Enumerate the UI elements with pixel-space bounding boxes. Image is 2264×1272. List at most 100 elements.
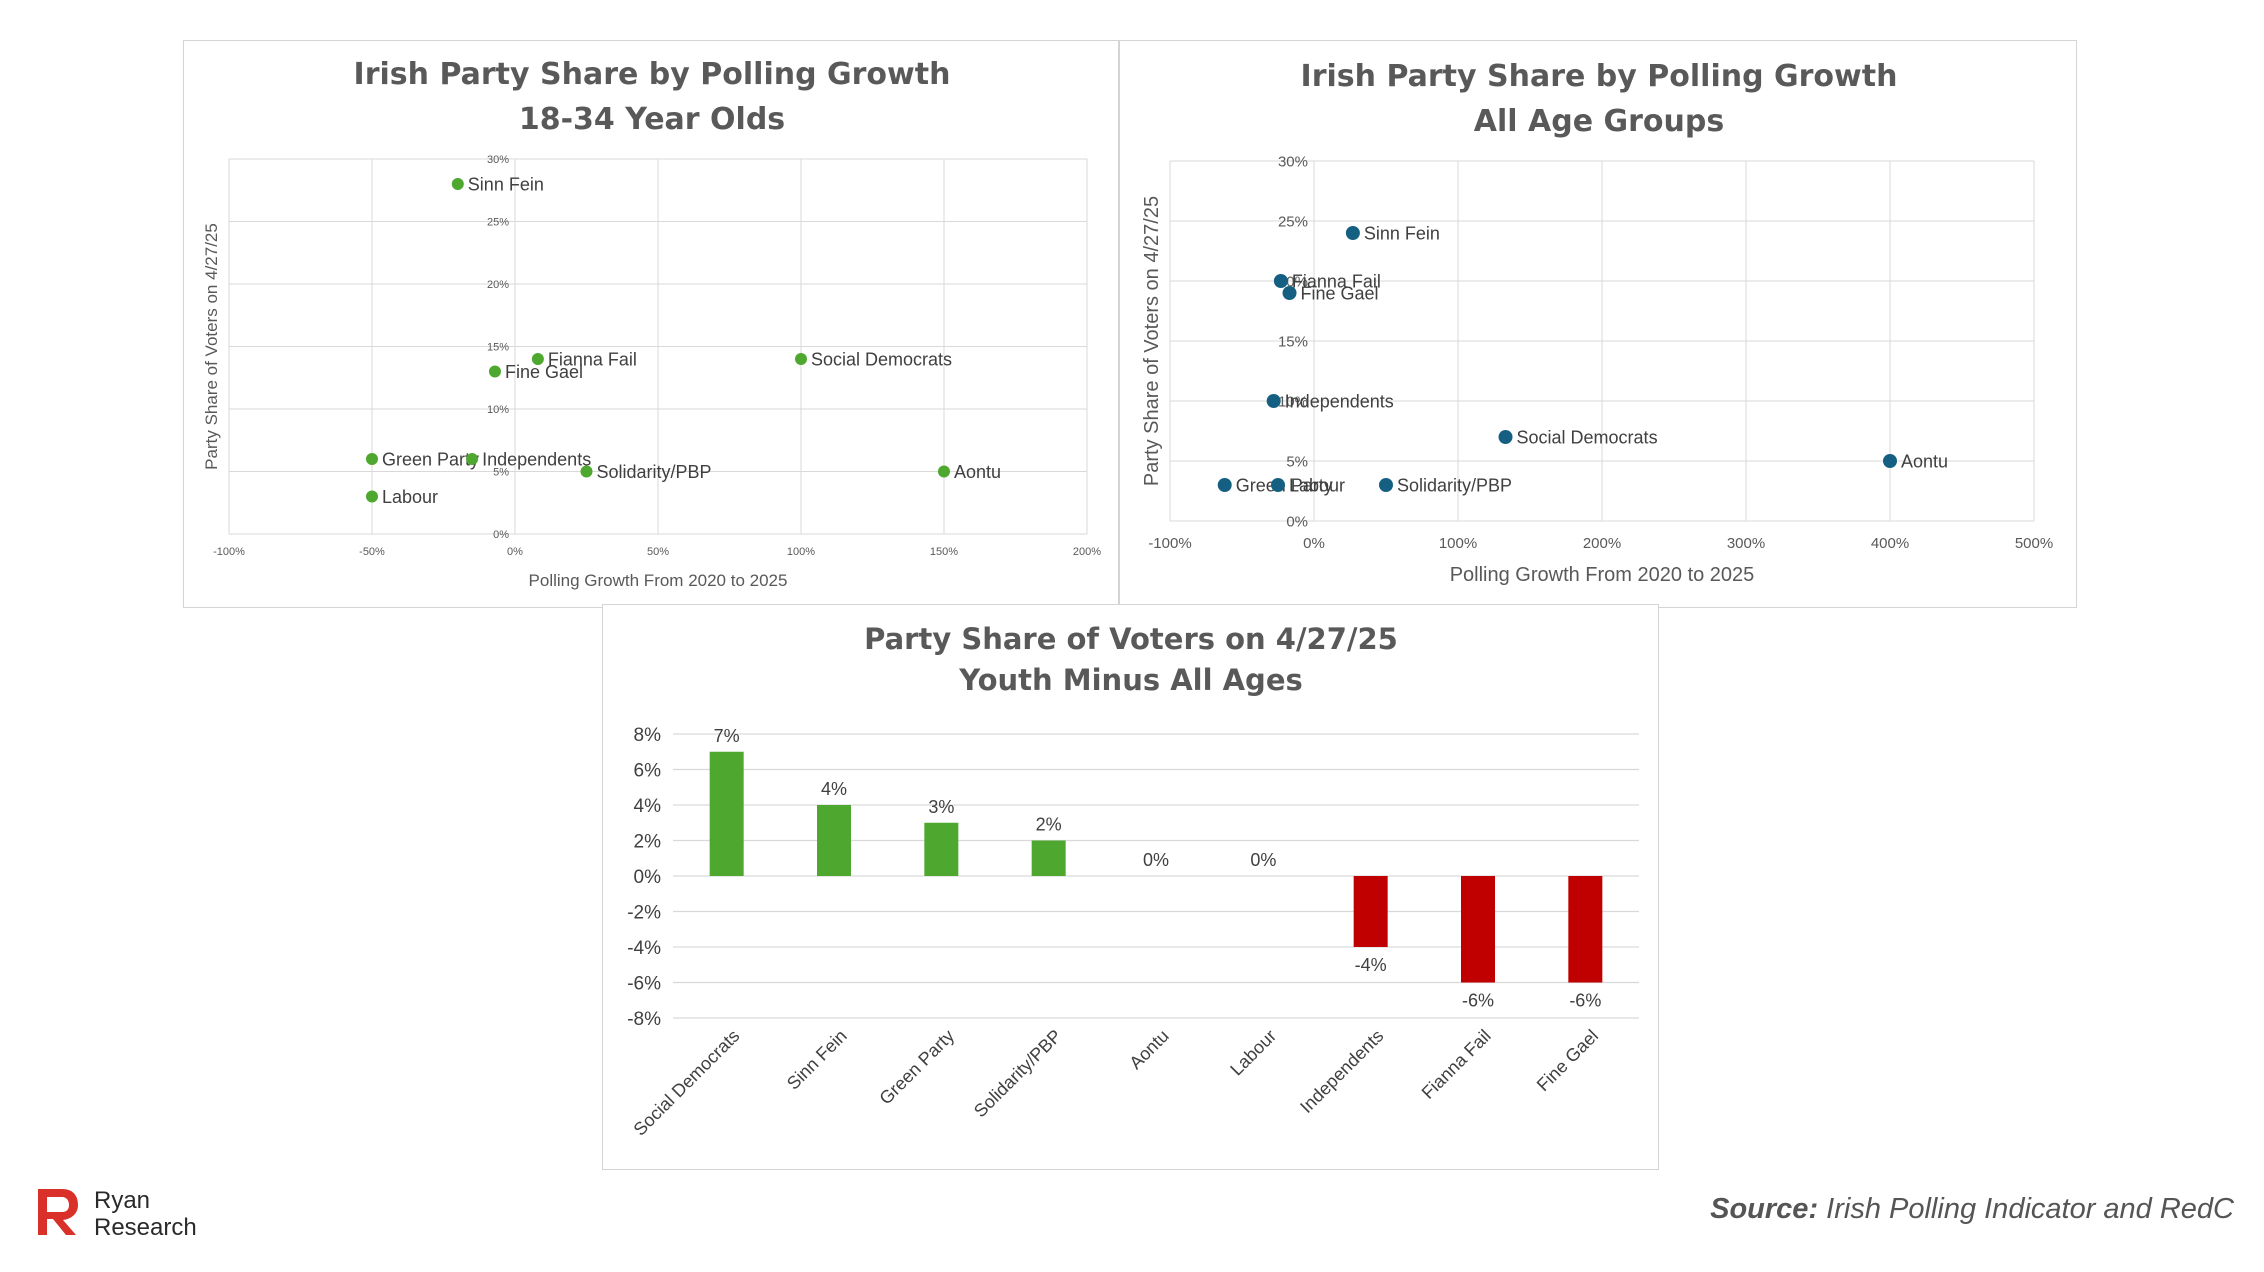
diff-category-label-solidarity-pbp: Solidarity/PBP	[970, 1026, 1066, 1122]
allages-title-line-2: All Age Groups	[1474, 104, 1724, 139]
youth-point-label-social-democrats: Social Democrats	[811, 349, 952, 369]
youth-x-tick-label: -100%	[213, 546, 245, 558]
youth-point-social-democrats	[795, 353, 807, 365]
youth-y-tick-label: 30%	[487, 154, 509, 166]
ryan-r-logo-icon	[38, 1189, 78, 1235]
youth-point-label-fine-gael: Fine Gael	[505, 362, 583, 382]
diff-data-label-aontu: 0%	[1143, 850, 1169, 870]
diff-y-tick-label: 4%	[634, 796, 662, 817]
youth-y-tick-label: 15%	[487, 341, 509, 353]
diff-bar-solidarity-pbp	[1031, 840, 1066, 876]
youth-point-labour	[366, 490, 378, 503]
diff-y-tick-label: -2%	[627, 903, 661, 924]
youth-title-line-1: Irish Party Share by Polling Growth	[354, 57, 951, 92]
source-label: Source:	[1710, 1193, 1819, 1225]
allages-point-independents	[1266, 394, 1281, 408]
allages-y-tick-label: 15%	[1278, 333, 1308, 350]
allages-point-solidarity-pbp	[1379, 478, 1393, 492]
diff-data-label-labour: 0%	[1250, 850, 1276, 870]
diff-title-line-1: Party Share of Voters on 4/27/25	[864, 622, 1398, 656]
diff-data-label-solidarity-pbp: 2%	[1036, 815, 1062, 835]
diff-bar-social-democrats	[709, 751, 744, 876]
diff-data-label-fianna-fail: -6%	[1462, 991, 1494, 1011]
youth-point-label-fianna-fail: Fianna Fail	[548, 349, 637, 369]
allages-point-aontu	[1883, 454, 1897, 468]
youth-point-label-independents: Independents	[482, 449, 591, 469]
diff-bar-independents	[1353, 876, 1388, 947]
diff-category-label-aontu: Aontu	[1125, 1026, 1172, 1073]
youth-y-tick-label: 0%	[493, 529, 509, 541]
source-note: Source: Irish Polling Indicator and RedC	[1710, 1193, 2234, 1226]
diff-category-label-fine-gael: Fine Gael	[1533, 1026, 1602, 1095]
allages-point-sinn-fein	[1345, 226, 1360, 240]
allages-point-social-democrats	[1498, 430, 1513, 444]
youth-y-tick-label: 10%	[487, 404, 509, 416]
youth-x-tick-label: 200%	[1073, 546, 1101, 558]
allages-point-fine-gael	[1282, 286, 1297, 300]
allages-point-label-fine-gael: Fine Gael	[1301, 283, 1379, 303]
allages-point-label-solidarity-pbp: Solidarity/PBP	[1397, 475, 1512, 495]
youth-point-green-party	[366, 453, 378, 465]
diff-y-tick-label: 0%	[634, 867, 662, 888]
youth-x-tick-label: -50%	[359, 546, 385, 558]
scatter-chart-all-ages-plot: Irish Party Share by Polling Growth All A…	[1141, 59, 2053, 586]
allages-point-green-party	[1217, 478, 1232, 492]
youth-point-label-labour: Labour	[382, 487, 438, 507]
allages-y-tick-label: 10%	[1278, 393, 1308, 410]
youth-y-tick-label: 5%	[493, 466, 509, 478]
allages-point-label-independents: Independents	[1285, 391, 1394, 411]
diff-data-label-green-party: 3%	[928, 797, 954, 817]
allages-x-axis-title: Polling Growth From 2020 to 2025	[1450, 564, 1755, 586]
youth-point-solidarity-pbp	[580, 465, 593, 478]
diff-y-tick-label: -8%	[627, 1009, 661, 1030]
diff-bar-sinn-fein	[817, 805, 851, 876]
diff-y-tick-label: -6%	[627, 974, 661, 995]
allages-point-labour	[1271, 478, 1285, 492]
allages-x-tick-label: -100%	[1148, 535, 1191, 552]
diff-data-label-social-democrats: 7%	[714, 726, 740, 746]
scatter-chart-youth: Irish Party Share by Polling Growth 18-34…	[183, 40, 1119, 608]
youth-point-label-aontu: Aontu	[954, 462, 1001, 482]
ryan-research-logo: Ryan Research	[34, 1185, 234, 1245]
diff-data-label-independents: -4%	[1355, 955, 1387, 975]
logo-sub: Research	[94, 1214, 197, 1241]
diff-category-label-labour: Labour	[1226, 1026, 1280, 1080]
diff-bar-fine-gael	[1568, 876, 1603, 983]
youth-x-tick-label: 50%	[647, 546, 669, 558]
diff-category-label-sinn-fein: Sinn Fein	[783, 1026, 851, 1094]
allages-x-tick-label: 200%	[1583, 535, 1621, 552]
diff-y-tick-label: 8%	[634, 725, 662, 746]
diff-y-tick-label: 2%	[634, 832, 662, 853]
diff-data-label-sinn-fein: 4%	[821, 779, 847, 799]
youth-point-independents	[466, 453, 479, 465]
diff-category-label-green-party: Green Party	[875, 1026, 958, 1109]
youth-point-aontu	[938, 465, 950, 478]
youth-point-label-green-party: Green Party	[382, 449, 479, 469]
youth-y-tick-label: 25%	[487, 216, 509, 228]
diff-category-label-fianna-fail: Fianna Fail	[1418, 1026, 1495, 1103]
source-text: Irish Polling Indicator and RedC	[1826, 1193, 2234, 1225]
allages-point-label-labour: Labour	[1289, 475, 1345, 495]
youth-title-line-2: 18-34 Year Olds	[519, 102, 785, 137]
allages-y-tick-label: 25%	[1278, 213, 1308, 230]
youth-point-label-solidarity-pbp: Solidarity/PBP	[597, 462, 712, 482]
allages-point-label-social-democrats: Social Democrats	[1517, 427, 1658, 447]
diff-bar-green-party	[924, 822, 959, 876]
allages-y-tick-label: 5%	[1286, 453, 1308, 470]
allages-y-tick-label: 30%	[1278, 153, 1308, 170]
allages-point-label-aontu: Aontu	[1901, 451, 1948, 471]
allages-x-tick-label: 500%	[2015, 535, 2053, 552]
allages-x-tick-label: 400%	[1871, 535, 1909, 552]
allages-point-fianna-fail	[1273, 274, 1288, 288]
allages-x-tick-label: 0%	[1303, 535, 1325, 552]
diff-category-label-independents: Independents	[1296, 1026, 1387, 1117]
logo-name: Ryan	[94, 1187, 151, 1214]
youth-point-label-sinn-fein: Sinn Fein	[468, 174, 544, 194]
diff-y-tick-label: 6%	[634, 761, 662, 782]
youth-x-tick-label: 150%	[930, 546, 958, 558]
diff-title-line-2: Youth Minus All Ages	[958, 663, 1303, 697]
bar-chart-youth-minus-all: Party Share of Voters on 4/27/25 Youth Mi…	[602, 604, 1659, 1170]
diff-data-label-fine-gael: -6%	[1569, 991, 1601, 1011]
youth-point-fine-gael	[488, 365, 501, 378]
diff-category-label-social-democrats: Social Democrats	[630, 1026, 744, 1140]
